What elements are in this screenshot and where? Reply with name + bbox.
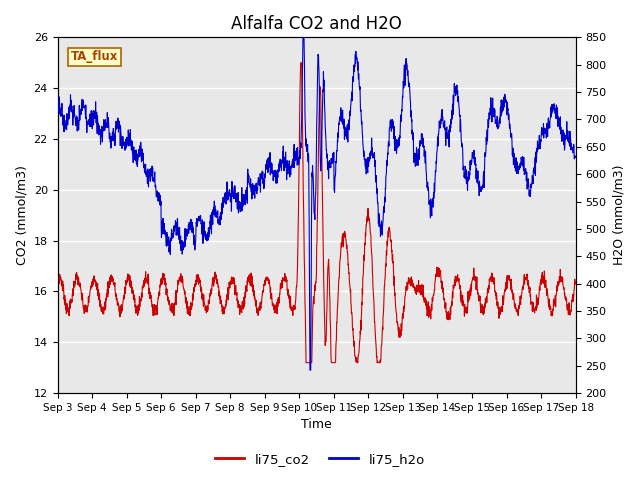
X-axis label: Time: Time bbox=[301, 419, 332, 432]
Y-axis label: H2O (mmol/m3): H2O (mmol/m3) bbox=[612, 165, 625, 265]
Legend: li75_co2, li75_h2o: li75_co2, li75_h2o bbox=[209, 447, 431, 471]
Title: Alfalfa CO2 and H2O: Alfalfa CO2 and H2O bbox=[231, 15, 402, 33]
Y-axis label: CO2 (mmol/m3): CO2 (mmol/m3) bbox=[15, 165, 28, 265]
Text: TA_flux: TA_flux bbox=[70, 50, 118, 63]
